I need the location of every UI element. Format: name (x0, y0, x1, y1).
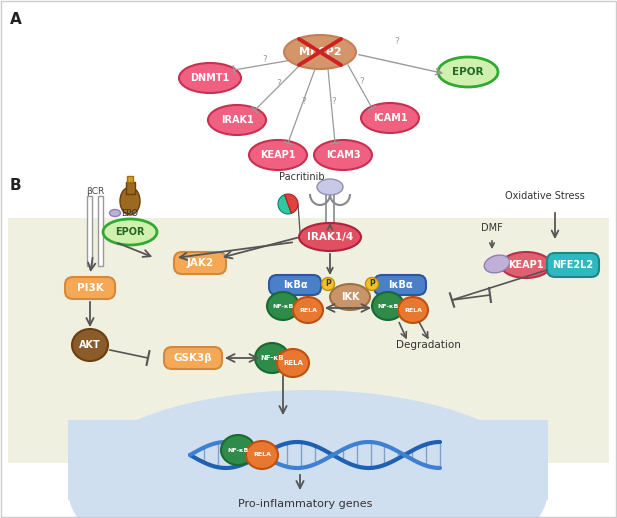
Ellipse shape (109, 209, 120, 217)
Text: JAK2: JAK2 (186, 258, 213, 268)
FancyBboxPatch shape (8, 218, 609, 463)
Bar (326, 192, 334, 224)
Text: GSK3β: GSK3β (173, 353, 212, 363)
Ellipse shape (277, 349, 309, 377)
FancyBboxPatch shape (65, 277, 115, 299)
Text: P: P (369, 280, 375, 289)
Ellipse shape (249, 140, 307, 170)
Text: AKT: AKT (79, 340, 101, 350)
Ellipse shape (103, 219, 157, 245)
Wedge shape (284, 194, 298, 213)
Ellipse shape (68, 390, 548, 518)
Bar (68, 420, 548, 500)
Text: NF-κB: NF-κB (260, 355, 284, 361)
Text: βCR: βCR (86, 186, 104, 195)
Ellipse shape (361, 103, 419, 133)
Text: A: A (10, 12, 22, 27)
Ellipse shape (267, 292, 299, 320)
FancyBboxPatch shape (174, 252, 226, 274)
Ellipse shape (372, 292, 404, 320)
Text: ?: ? (331, 96, 336, 106)
Ellipse shape (120, 187, 140, 215)
Bar (125, 182, 135, 194)
Ellipse shape (314, 140, 372, 170)
Text: ?: ? (395, 37, 399, 47)
Ellipse shape (501, 252, 551, 278)
Text: ?: ? (276, 79, 281, 88)
Text: RELA: RELA (283, 360, 303, 366)
Ellipse shape (179, 63, 241, 93)
Text: RELA: RELA (253, 453, 271, 457)
Text: RELA: RELA (404, 308, 422, 312)
Bar (98, 196, 103, 266)
Ellipse shape (255, 343, 289, 373)
Ellipse shape (317, 179, 343, 195)
Wedge shape (278, 195, 291, 214)
Text: IRAK1: IRAK1 (221, 115, 254, 125)
Text: NFE2L2: NFE2L2 (552, 260, 594, 270)
Ellipse shape (330, 284, 370, 310)
FancyBboxPatch shape (164, 347, 222, 369)
Text: NF-κB: NF-κB (272, 304, 294, 309)
Text: KEAP1: KEAP1 (260, 150, 296, 160)
Text: DMF: DMF (481, 223, 503, 233)
FancyBboxPatch shape (269, 275, 321, 295)
Ellipse shape (484, 255, 510, 273)
Ellipse shape (398, 297, 428, 323)
Ellipse shape (321, 278, 334, 291)
Text: RELA: RELA (299, 308, 317, 312)
Text: Oxidative Stress: Oxidative Stress (505, 191, 585, 201)
Ellipse shape (299, 223, 361, 251)
FancyBboxPatch shape (374, 275, 426, 295)
Text: ?: ? (301, 96, 306, 106)
Ellipse shape (246, 441, 278, 469)
Text: B: B (10, 178, 22, 193)
Text: PI3K: PI3K (77, 283, 104, 293)
Text: IKK: IKK (341, 292, 359, 302)
Text: MECP2: MECP2 (299, 47, 341, 57)
Text: DNMT1: DNMT1 (191, 73, 230, 83)
Text: IκBα: IκBα (283, 280, 307, 290)
Text: ?: ? (263, 54, 267, 64)
Text: IκBα: IκBα (387, 280, 412, 290)
Ellipse shape (293, 297, 323, 323)
Ellipse shape (284, 35, 356, 69)
Bar (87, 196, 92, 266)
Ellipse shape (72, 329, 108, 361)
Text: ICAM3: ICAM3 (326, 150, 360, 160)
Ellipse shape (208, 105, 266, 135)
Text: ?: ? (360, 77, 365, 86)
Text: Pacritinib: Pacritinib (279, 172, 325, 182)
Text: EPOR: EPOR (115, 227, 145, 237)
Text: NF-κB: NF-κB (227, 448, 249, 453)
Text: P: P (325, 280, 331, 289)
Ellipse shape (438, 57, 498, 87)
Bar (127, 176, 133, 182)
Ellipse shape (365, 278, 378, 291)
Text: ICAM1: ICAM1 (373, 113, 407, 123)
Ellipse shape (221, 435, 255, 465)
Text: EPO: EPO (122, 209, 138, 218)
Text: Pro-inflammatory genes: Pro-inflammatory genes (238, 499, 372, 509)
FancyBboxPatch shape (547, 253, 599, 277)
Text: EPOR: EPOR (452, 67, 484, 77)
Text: NF-κB: NF-κB (378, 304, 399, 309)
Text: Degradation: Degradation (395, 340, 460, 350)
Text: KEAP1: KEAP1 (508, 260, 544, 270)
Text: IRAK1/4: IRAK1/4 (307, 232, 353, 242)
